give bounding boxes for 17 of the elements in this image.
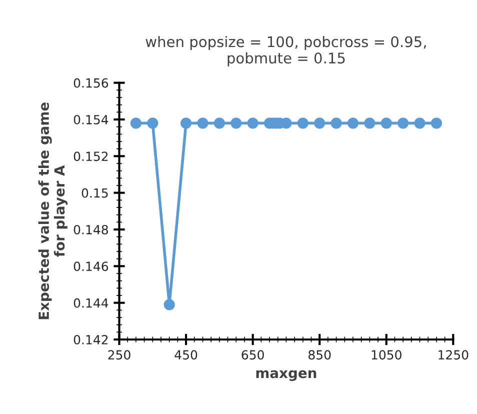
x-axis-title: maxgen (256, 370, 316, 381)
x-tick-label: 1050 (372, 350, 402, 360)
x-tick-label: 650 (242, 350, 264, 360)
y-tick-label: 0.142 (74, 334, 108, 344)
y-tick-label: 0.148 (74, 224, 108, 234)
y-tick-label: 0.154 (74, 114, 108, 124)
y-tick-label: 0.146 (74, 262, 108, 272)
x-tick-label: 450 (174, 350, 198, 360)
y-tick-label: 0.15 (82, 188, 108, 198)
y-axis-title: Expected value of the game for player A (38, 102, 68, 320)
y-tick-label: 0.152 (74, 152, 108, 162)
y-tick-label: 0.144 (74, 298, 108, 308)
y-tick-label: 0.156 (74, 78, 108, 88)
x-tick-label: 850 (308, 350, 331, 360)
x-tick-label: 1250 (438, 350, 468, 360)
chart-title: when popsize = 100, pobcross = 0.95, pobmute = 0.15 (146, 36, 426, 66)
x-tick-label: 250 (108, 350, 130, 360)
